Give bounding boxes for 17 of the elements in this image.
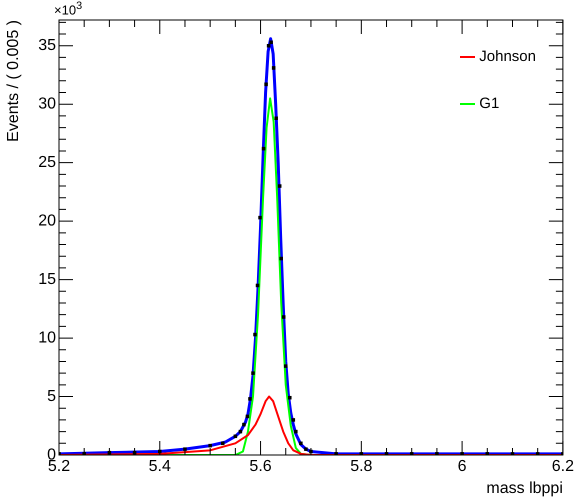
- y-tick-label: 25: [38, 154, 56, 172]
- legend-label: Johnson: [479, 48, 536, 65]
- y-tick-label: 30: [38, 96, 56, 113]
- text: ×10$^{3}$: [54, 0, 82, 18]
- x-tick-label: 5.8: [350, 458, 373, 476]
- y-tick-label: 35: [38, 37, 56, 54]
- x-axis-title: mass lbppi: [486, 480, 563, 497]
- x-tick-label: 5.4: [148, 458, 171, 476]
- legend-label: G1: [479, 95, 500, 112]
- x-tick-label: 6.2: [552, 458, 574, 476]
- y-tick-label: 15: [38, 271, 56, 288]
- y-axis-title: Events / ( 0.005 ): [5, 20, 22, 142]
- y-tick-label: 10: [38, 329, 56, 346]
- y-tick-label: 20: [38, 212, 56, 230]
- x-tick-label: 6: [458, 458, 467, 476]
- x-tick-label: 5.6: [249, 458, 272, 476]
- y-tick-label: 5: [47, 388, 56, 405]
